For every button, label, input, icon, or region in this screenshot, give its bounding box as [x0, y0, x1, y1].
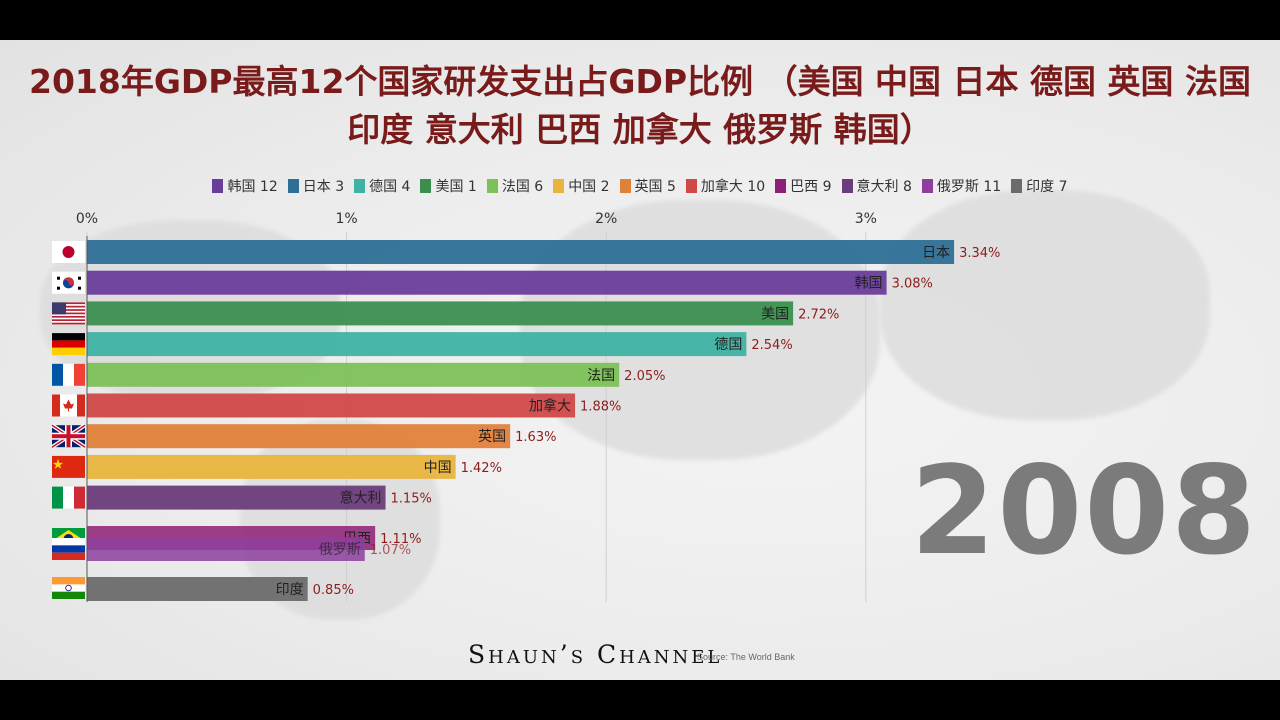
legend-item: 德国 4 — [354, 176, 410, 196]
bar-label: 印度 — [276, 582, 304, 598]
x-tick-label: 1% — [335, 211, 357, 227]
year-label: 2008 — [910, 440, 1258, 582]
legend-label: 意大利 8 — [856, 179, 912, 195]
bar-label: 日本 — [922, 245, 950, 261]
legend-swatch — [685, 179, 697, 193]
bar-fr — [87, 362, 620, 387]
value-label: 1.88% — [580, 400, 621, 415]
legend-swatch — [775, 179, 787, 193]
kr-flag-icon — [52, 271, 85, 294]
legend-item: 意大利 8 — [841, 176, 912, 196]
legend-item: 韩国 12 — [212, 176, 278, 196]
legend-label: 中国 2 — [568, 179, 610, 195]
legend-label: 加拿大 10 — [700, 179, 766, 195]
value-label: 2.72% — [798, 307, 839, 322]
legend-item: 法国 6 — [486, 176, 544, 196]
legend-item: 日本 3 — [287, 176, 345, 196]
value-label: 1.07% — [370, 543, 411, 558]
bar-it — [87, 485, 386, 510]
value-label: 2.54% — [751, 338, 792, 353]
bar-label: 中国 — [424, 460, 452, 476]
bar-cn — [87, 454, 456, 479]
value-label: 1.15% — [391, 492, 432, 507]
legend-item: 加拿大 10 — [685, 176, 766, 196]
bar-label: 英国 — [478, 428, 506, 445]
bar-de — [87, 332, 747, 357]
legend-swatch — [1011, 179, 1023, 193]
legend-item: 美国 1 — [420, 176, 477, 196]
legend-swatch — [619, 179, 631, 193]
legend-label: 德国 4 — [369, 179, 411, 195]
value-label: 3.34% — [959, 246, 1000, 261]
value-label: 0.85% — [313, 583, 354, 598]
bar-chart: 0% 1% 2% 3% 日本 3.34% 韩国 3.08% 美国 2.72% 德国 2.54% 法国 2.… — [50, 211, 1000, 602]
channel-name: Shaun’s Channel — [468, 640, 723, 669]
legend-swatch — [841, 179, 853, 193]
legend-label: 日本 3 — [302, 179, 345, 195]
bar-label: 韩国 — [855, 276, 883, 292]
legend-label: 英国 5 — [634, 179, 676, 195]
video-frame: 2018年GDP最高12个国家研发支出占GDP比例 （美国 中国 日本 德国 英… — [0, 40, 1280, 680]
bar-ca — [87, 393, 576, 418]
legend-swatch — [287, 179, 299, 193]
legend-label: 俄罗斯 11 — [936, 179, 1002, 195]
it-flag-icon — [52, 486, 85, 509]
value-label: 1.11% — [380, 532, 421, 547]
legend-label: 法国 6 — [501, 179, 544, 195]
bar-label: 俄罗斯 — [319, 542, 361, 558]
bar-label: 德国 — [714, 337, 742, 353]
value-label: 1.63% — [515, 430, 556, 445]
ca-flag-icon — [52, 394, 85, 417]
legend-label: 印度 7 — [1026, 179, 1068, 195]
x-tick-label: 3% — [855, 211, 877, 227]
value-label: 2.05% — [624, 369, 665, 384]
in-flag-icon — [52, 577, 85, 599]
cn-flag-icon — [52, 455, 85, 478]
legend-item: 中国 2 — [553, 176, 610, 196]
legend-swatch — [212, 179, 224, 193]
bar-us — [87, 301, 794, 326]
fr-flag-icon — [52, 363, 85, 386]
value-label: 1.42% — [461, 461, 502, 476]
legend-label: 韩国 12 — [227, 179, 278, 195]
source-note: Source: The World Bank — [697, 652, 795, 662]
legend-swatch — [420, 179, 432, 193]
us-flag-icon — [52, 302, 85, 325]
legend-label: 美国 1 — [435, 179, 477, 195]
legend-swatch — [921, 179, 933, 193]
legend-item: 俄罗斯 11 — [921, 176, 1002, 196]
legend-swatch — [486, 179, 498, 193]
map-background — [880, 190, 1210, 420]
bar-label: 意大利 — [340, 490, 382, 507]
x-tick-label: 0% — [76, 211, 98, 227]
value-label: 3.08% — [892, 277, 933, 292]
bar-in — [87, 577, 308, 601]
bar-label: 法国 — [587, 368, 615, 384]
legend-item: 印度 7 — [1011, 176, 1068, 196]
legend-swatch — [553, 179, 565, 193]
legend-item: 英国 5 — [619, 176, 676, 196]
bar-ru — [87, 537, 365, 561]
legend: 韩国 12 日本 3 德国 4 美国 1 法国 6 中国 2 英国 5 加拿大 10 巴西 9 意… — [0, 176, 1280, 196]
legend-item: 巴西 9 — [775, 176, 832, 196]
bar-gb — [87, 424, 511, 449]
legend-label: 巴西 9 — [790, 179, 832, 195]
bar-label: 美国 — [761, 306, 789, 322]
gb-flag-icon — [50, 423, 87, 449]
chart-title: 2018年GDP最高12个国家研发支出占GDP比例 （美国 中国 日本 德国 英… — [28, 62, 1252, 149]
x-tick-label: 2% — [595, 211, 617, 227]
credit: Shaun’s Channel Source: The World Bank — [468, 640, 795, 672]
bar-kr — [87, 270, 887, 295]
jp-flag-icon — [52, 241, 85, 263]
bar-label: 加拿大 — [529, 398, 571, 415]
de-flag-icon — [52, 333, 85, 356]
ru-flag-icon — [52, 538, 85, 560]
legend-swatch — [354, 179, 366, 193]
bar-jp — [87, 240, 955, 264]
